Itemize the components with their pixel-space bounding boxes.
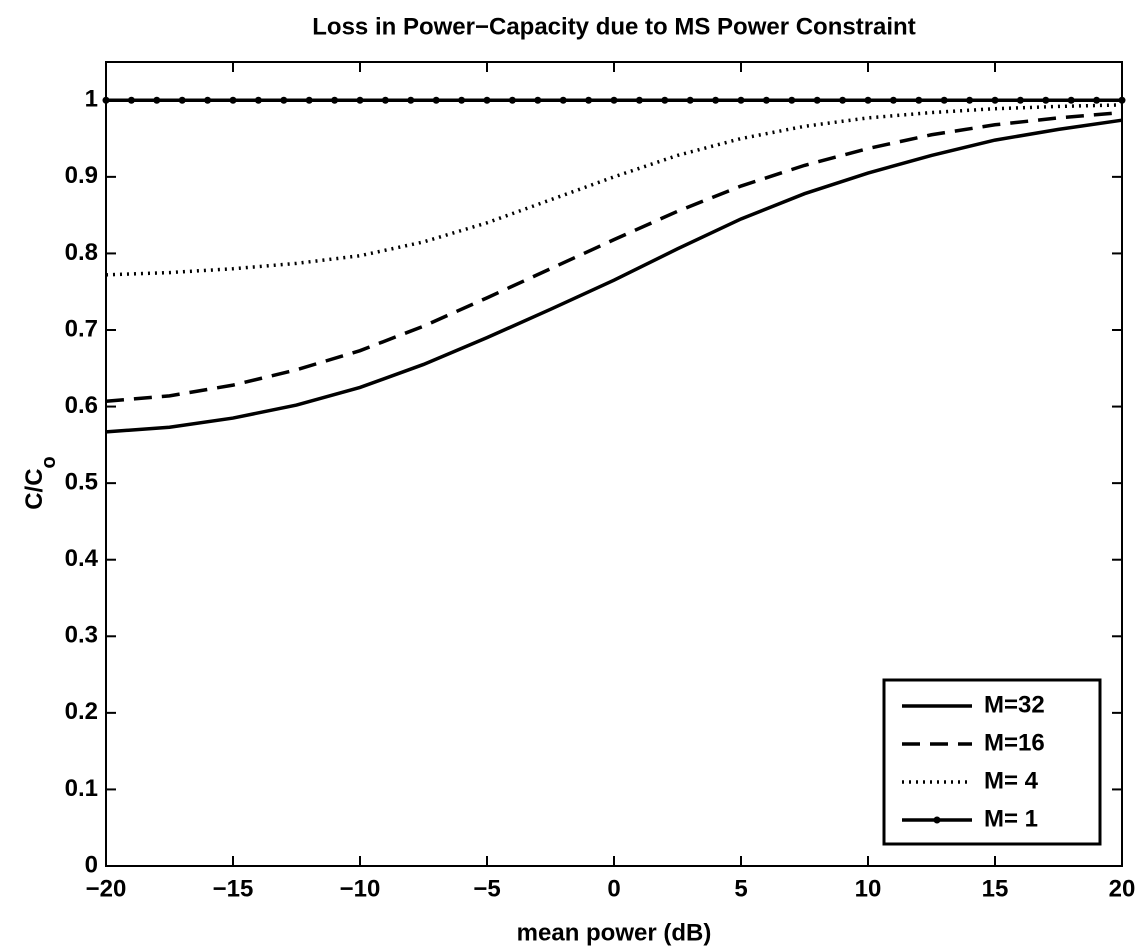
series-marker — [915, 96, 923, 104]
series-marker — [966, 96, 974, 104]
x-tick-label: −15 — [213, 875, 254, 902]
series-marker — [839, 96, 847, 104]
y-tick-label: 0.4 — [65, 545, 99, 572]
series-marker — [381, 96, 389, 104]
series-marker — [407, 96, 415, 104]
series-marker — [534, 96, 542, 104]
series-marker — [585, 96, 593, 104]
y-tick-label: 0.2 — [65, 698, 98, 725]
series-marker — [153, 96, 161, 104]
series-marker — [254, 96, 262, 104]
series-marker — [991, 96, 999, 104]
x-tick-label: 10 — [855, 875, 882, 902]
x-tick-label: 15 — [982, 875, 1009, 902]
x-tick-label: −10 — [340, 875, 381, 902]
series-line — [105, 103, 1123, 277]
x-axis-label: mean power (dB) — [517, 919, 712, 946]
y-tick-label: 0 — [85, 851, 98, 878]
y-tick-label: 0.6 — [65, 392, 98, 419]
x-tick-label: −20 — [86, 875, 127, 902]
series-marker — [940, 96, 948, 104]
series-marker — [762, 96, 770, 104]
series-marker — [305, 96, 313, 104]
series-marker — [127, 96, 135, 104]
legend-label: M= 1 — [984, 805, 1038, 832]
series-marker — [483, 96, 491, 104]
legend-label: M= 4 — [984, 767, 1039, 794]
series-marker — [686, 96, 694, 104]
series-marker — [432, 96, 440, 104]
series-marker — [788, 96, 796, 104]
series-marker — [610, 96, 618, 104]
series-line — [105, 118, 1123, 434]
x-tick-label: 0 — [607, 875, 620, 902]
series-marker — [331, 96, 339, 104]
chart-title: Loss in Power−Capacity due to MS Power C… — [312, 13, 915, 40]
series-marker — [458, 96, 466, 104]
series-marker — [635, 96, 643, 104]
y-tick-label: 0.7 — [65, 315, 98, 342]
series-marker — [1067, 96, 1075, 104]
series-line — [105, 110, 1123, 403]
series-marker — [559, 96, 567, 104]
series-marker — [229, 96, 237, 104]
series-marker — [1042, 96, 1050, 104]
series-marker — [737, 96, 745, 104]
series-marker — [204, 96, 212, 104]
y-tick-label: 0.3 — [65, 622, 98, 649]
series-marker — [813, 96, 821, 104]
series-marker — [280, 96, 288, 104]
series-marker — [508, 96, 516, 104]
y-tick-label: 0.9 — [65, 162, 98, 189]
legend-label: M=16 — [984, 729, 1045, 756]
series-marker — [864, 96, 872, 104]
series-marker — [1093, 96, 1101, 104]
series-marker — [178, 96, 186, 104]
y-axis-label-main: C/C — [21, 468, 48, 509]
y-tick-label: 0.1 — [65, 775, 98, 802]
legend-marker — [933, 816, 941, 824]
series-marker — [661, 96, 669, 104]
x-tick-label: 20 — [1109, 875, 1136, 902]
series-marker — [712, 96, 720, 104]
series-marker — [1016, 96, 1024, 104]
series-marker — [356, 96, 364, 104]
y-axis-label-sub: o — [38, 456, 60, 468]
series-marker — [889, 96, 897, 104]
y-axis-label: C/Co — [21, 456, 60, 510]
y-tick-label: 0.8 — [65, 239, 98, 266]
y-tick-label: 1 — [85, 86, 98, 113]
axes-frame — [105, 61, 1123, 867]
x-tick-label: −5 — [473, 875, 500, 902]
y-tick-label: 0.5 — [65, 468, 98, 495]
x-tick-label: 5 — [734, 875, 747, 902]
legend-label: M=32 — [984, 691, 1045, 718]
